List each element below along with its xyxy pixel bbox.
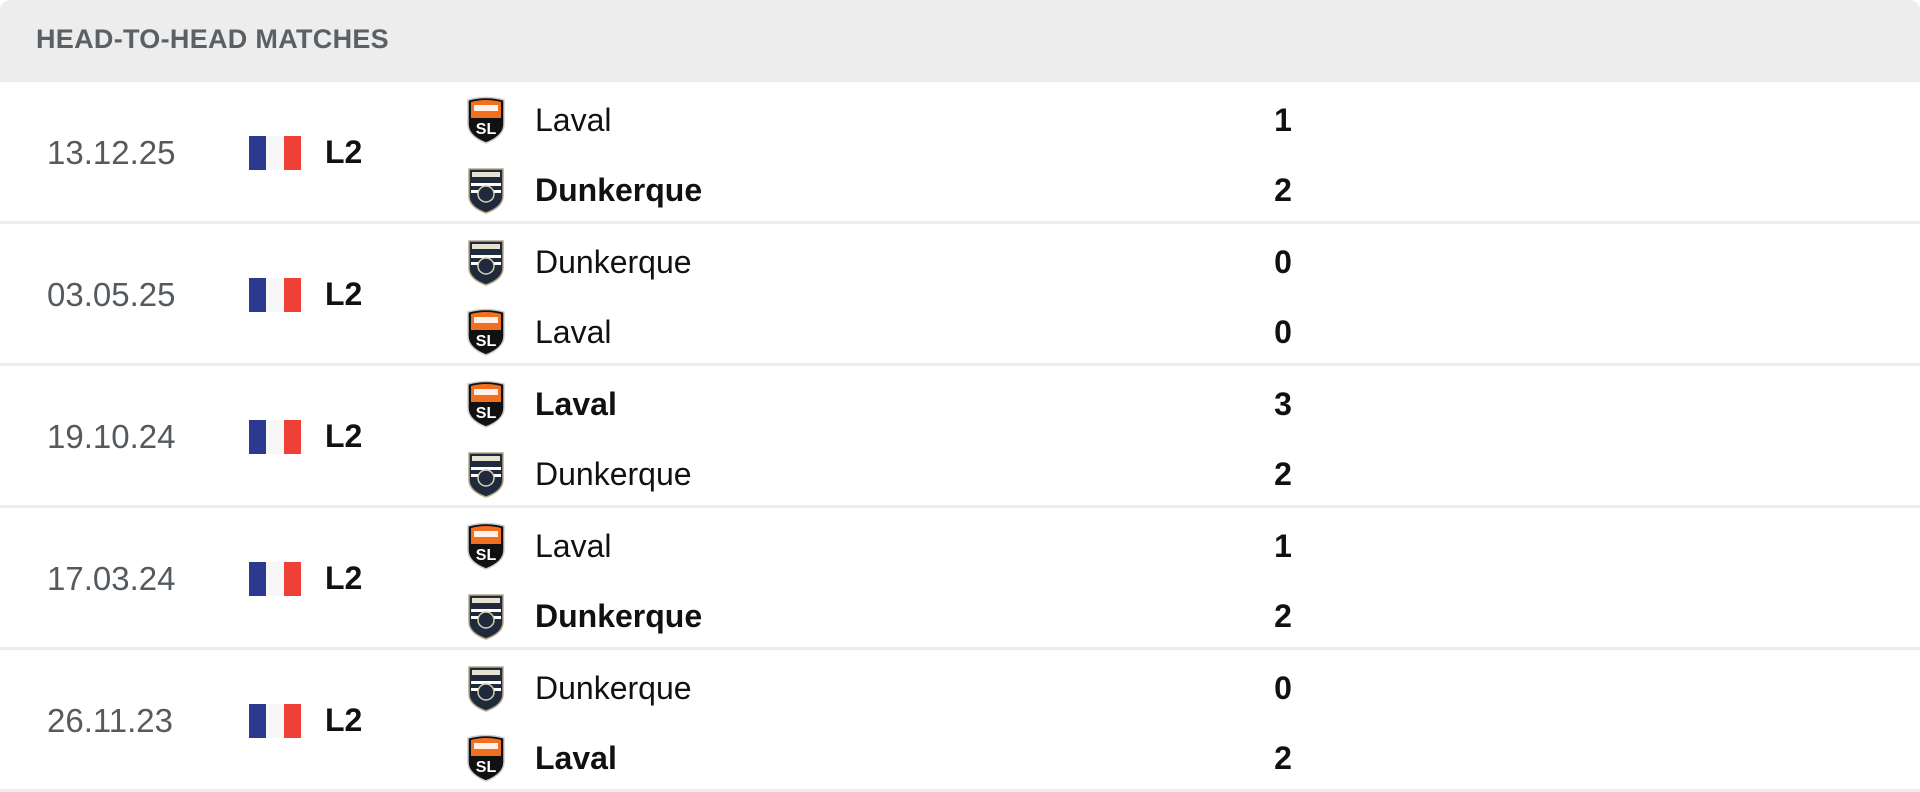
svg-text:SL: SL	[476, 547, 497, 564]
match-row[interactable]: 13.12.25 L2 SL Laval 1 Dunkerque 2	[0, 82, 1920, 224]
dunkerque-crest-icon	[465, 166, 507, 214]
team-home: SL Laval	[465, 380, 1365, 428]
league-label: L2	[325, 276, 363, 312]
team-name: Laval	[535, 314, 612, 350]
laval-crest-icon: SL	[465, 734, 507, 782]
dunkerque-crest-icon	[465, 664, 507, 712]
team-name: Laval	[535, 528, 612, 564]
score-home: 0	[1274, 244, 1292, 280]
section-header: HEAD-TO-HEAD MATCHES	[0, 0, 1920, 82]
score-home: 1	[1274, 102, 1292, 138]
dunkerque-crest-icon	[465, 592, 507, 640]
svg-text:SL: SL	[476, 333, 497, 350]
team-away: Dunkerque	[465, 450, 1365, 498]
match-date: 26.11.23	[47, 702, 174, 739]
svg-text:SL: SL	[476, 405, 497, 422]
score-home: 3	[1274, 386, 1292, 422]
score-away: 2	[1274, 456, 1292, 492]
match-date: 03.05.25	[47, 276, 176, 313]
team-name: Dunkerque	[535, 456, 692, 492]
match-row[interactable]: 26.11.23 L2 Dunkerque 0 SL Laval 2	[0, 650, 1920, 792]
svg-text:SL: SL	[476, 121, 497, 138]
match-date: 17.03.24	[47, 560, 176, 597]
team-away: SL Laval	[465, 734, 1365, 782]
laval-crest-icon: SL	[465, 380, 507, 428]
france-flag-icon	[249, 420, 301, 454]
league-label: L2	[325, 418, 363, 454]
score-away: 2	[1274, 172, 1292, 208]
match-date: 13.12.25	[47, 134, 176, 171]
svg-text:SL: SL	[476, 759, 497, 776]
team-away: Dunkerque	[465, 166, 1365, 214]
france-flag-icon	[249, 562, 301, 596]
team-away: Dunkerque	[465, 592, 1365, 640]
team-away: SL Laval	[465, 308, 1365, 356]
team-home: SL Laval	[465, 522, 1365, 570]
score-home: 0	[1274, 670, 1292, 706]
section-title: HEAD-TO-HEAD MATCHES	[36, 24, 389, 54]
team-name: Laval	[535, 386, 617, 422]
league-label: L2	[325, 560, 363, 596]
team-home: Dunkerque	[465, 664, 1365, 712]
match-row[interactable]: 19.10.24 L2 SL Laval 3 Dunkerque 2	[0, 366, 1920, 508]
dunkerque-crest-icon	[465, 450, 507, 498]
team-name: Dunkerque	[535, 598, 703, 634]
match-row[interactable]: 03.05.25 L2 Dunkerque 0 SL Laval 0	[0, 224, 1920, 366]
dunkerque-crest-icon	[465, 238, 507, 286]
france-flag-icon	[249, 704, 301, 738]
laval-crest-icon: SL	[465, 308, 507, 356]
team-name: Dunkerque	[535, 670, 692, 706]
score-away: 2	[1274, 598, 1292, 634]
score-away: 2	[1274, 740, 1292, 776]
team-name: Dunkerque	[535, 244, 692, 280]
france-flag-icon	[249, 278, 301, 312]
league-label: L2	[325, 134, 363, 170]
match-date: 19.10.24	[47, 418, 176, 455]
laval-crest-icon: SL	[465, 522, 507, 570]
team-home: SL Laval	[465, 96, 1365, 144]
team-name: Dunkerque	[535, 172, 703, 208]
team-home: Dunkerque	[465, 238, 1365, 286]
match-row[interactable]: 17.03.24 L2 SL Laval 1 Dunkerque 2	[0, 508, 1920, 650]
laval-crest-icon: SL	[465, 96, 507, 144]
score-home: 1	[1274, 528, 1292, 564]
team-name: Laval	[535, 740, 617, 776]
france-flag-icon	[249, 136, 301, 170]
league-label: L2	[325, 702, 363, 738]
score-away: 0	[1274, 314, 1292, 350]
team-name: Laval	[535, 102, 612, 138]
